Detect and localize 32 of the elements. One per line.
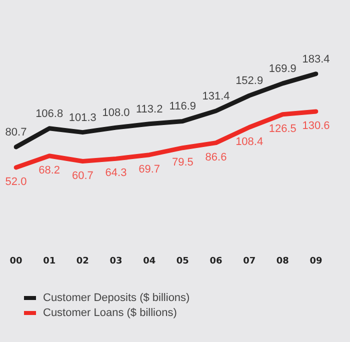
data-label: 79.5 bbox=[172, 156, 194, 168]
x-tick-label: 07 bbox=[243, 256, 256, 267]
data-label: 68.2 bbox=[38, 164, 60, 176]
x-tick-label: 03 bbox=[110, 256, 122, 267]
x-tick-label: 00 bbox=[10, 256, 22, 267]
data-label: 86.6 bbox=[205, 151, 227, 164]
x-tick-label: 01 bbox=[43, 256, 56, 267]
data-label: 69.7 bbox=[138, 163, 160, 176]
x-tick-label: 06 bbox=[210, 256, 222, 267]
x-tick-label: 05 bbox=[176, 256, 189, 267]
data-label: 108.4 bbox=[236, 136, 264, 148]
data-label: 101.3 bbox=[68, 112, 96, 124]
data-label: 152.9 bbox=[236, 75, 264, 88]
legend-label: Customer Loans ($ billions) bbox=[43, 306, 177, 318]
data-label: 106.8 bbox=[36, 108, 64, 120]
data-label: 52.0 bbox=[5, 176, 27, 188]
x-tick-label: 02 bbox=[76, 256, 89, 267]
data-label: 108.0 bbox=[102, 107, 130, 120]
x-tick-label: 04 bbox=[143, 256, 156, 267]
x-tick-label: 08 bbox=[276, 256, 289, 267]
x-tick-label: 09 bbox=[310, 256, 322, 267]
data-label: 64.3 bbox=[105, 167, 127, 180]
data-label: 113.2 bbox=[136, 103, 163, 116]
data-label: 169.9 bbox=[268, 62, 296, 75]
data-label: 130.6 bbox=[302, 120, 330, 132]
data-label: 80.7 bbox=[5, 126, 27, 139]
data-label: 131.4 bbox=[202, 90, 230, 102]
data-label: 116.9 bbox=[169, 100, 196, 113]
data-label: 183.4 bbox=[302, 53, 330, 66]
legend-label: Customer Deposits ($ billions) bbox=[43, 292, 190, 304]
data-label: 126.5 bbox=[268, 122, 296, 135]
data-label: 60.7 bbox=[72, 170, 94, 182]
